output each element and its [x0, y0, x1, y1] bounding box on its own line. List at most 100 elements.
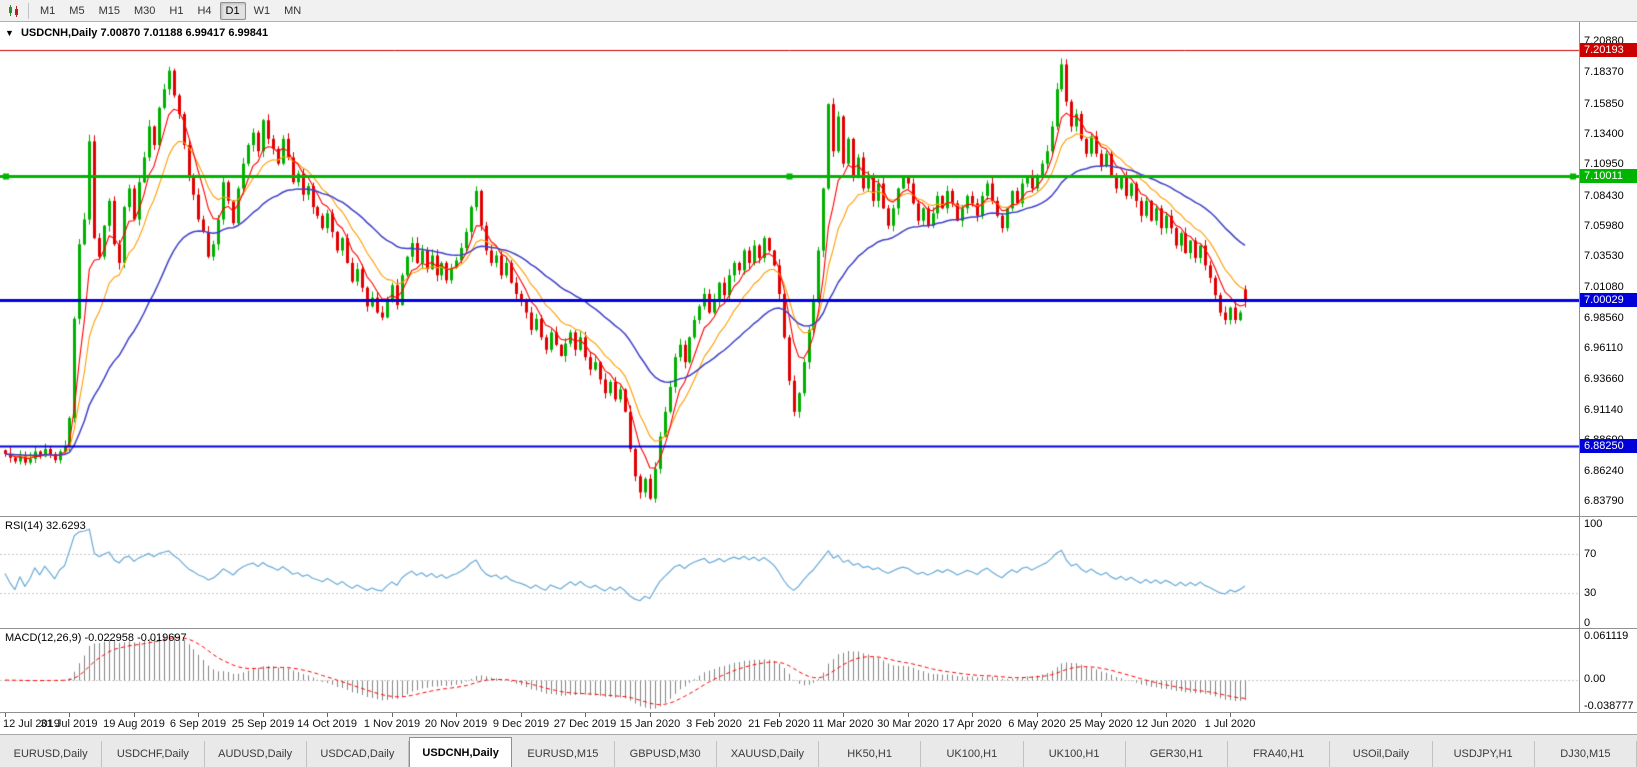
chart-tab-usdjpy-h1[interactable]: USDJPY,H1: [1432, 741, 1535, 767]
date-tick: [198, 713, 199, 717]
date-label: 3 Feb 2020: [686, 718, 742, 730]
rsi-axis-label: 100: [1584, 518, 1603, 530]
chart-caret-icon[interactable]: ▼: [5, 28, 14, 38]
date-label: 20 Nov 2019: [424, 718, 488, 730]
chart-tab-uk100-h1[interactable]: UK100,H1: [1023, 741, 1126, 767]
date-label: 15 Jan 2020: [619, 718, 681, 730]
macd-label: MACD(12,26,9) -0.022958 -0.019697: [5, 632, 187, 644]
rsi-panel[interactable]: RSI(14) 32.6293 100 70 30 0: [0, 516, 1637, 628]
chart-tab-usdcnh-daily[interactable]: USDCNH,Daily: [409, 737, 513, 767]
timeframe-button-m15[interactable]: M15: [98, 4, 120, 17]
timeframe-buttons: M1 M5 M15 M30 H1 H4 D1 W1 MN: [34, 1, 307, 20]
timeframe-button-m30[interactable]: M30: [133, 4, 156, 17]
date-label: 19 Aug 2019: [103, 718, 165, 730]
macd-main-value: -0.022958: [84, 632, 135, 644]
candlestick-chart-canvas[interactable]: [0, 22, 1579, 516]
date-tick: [1166, 713, 1167, 717]
date-tick: [650, 713, 651, 717]
chart-tab-eurusd-daily[interactable]: EURUSD,Daily: [0, 741, 103, 767]
timeframe-button-m1[interactable]: M1: [40, 4, 56, 17]
chart-close-value: 6.99841: [228, 27, 269, 39]
date-tick: [1230, 713, 1231, 717]
main-chart-panel[interactable]: ▼ USDCNH,Daily 7.00870 7.01188 6.99417 6…: [0, 22, 1637, 516]
date-tick: [521, 713, 522, 717]
price-axis-label: 6.86240: [1584, 464, 1624, 477]
date-tick: [843, 713, 844, 717]
timeframe-button-h1[interactable]: H1: [169, 4, 184, 17]
chart-tab-eurusd-m15[interactable]: EURUSD,M15: [512, 741, 615, 767]
chart-ohlc-header: ▼ USDCNH,Daily 7.00870 7.01188 6.99417 6…: [5, 27, 268, 39]
chart-tab-dj30-m15[interactable]: DJ30,M15: [1534, 741, 1637, 767]
date-label: 14 Oct 2019: [297, 718, 357, 730]
price-axis-label: 6.91140: [1584, 404, 1623, 417]
date-tick: [5, 713, 6, 717]
date-label: 17 Apr 2020: [942, 718, 1002, 730]
macd-axis-label: 0.00: [1584, 673, 1606, 686]
date-tick: [392, 713, 393, 717]
date-label: 11 Mar 2020: [812, 718, 874, 730]
chart-tab-audusd-daily[interactable]: AUDUSD,Daily: [204, 741, 307, 767]
date-tick: [779, 713, 780, 717]
toolbar-separator: [28, 2, 29, 19]
chart-high-value: 7.01188: [143, 27, 183, 39]
timeframe-button-d1[interactable]: D1: [219, 1, 246, 20]
chart-tab-usdchf-daily[interactable]: USDCHF,Daily: [102, 741, 205, 767]
price-marker-badge: 6.88250: [1580, 438, 1637, 453]
price-axis-label: 7.10950: [1584, 158, 1624, 171]
date-label: 12 Jun 2020: [1135, 718, 1197, 730]
date-label: 27 Dec 2019: [553, 718, 617, 730]
rsi-canvas[interactable]: [0, 518, 1579, 628]
date-label: 30 Mar 2020: [877, 718, 939, 730]
date-label: 12 Jul 2019: [3, 718, 60, 730]
chart-tab-hk50-h1[interactable]: HK50,H1: [819, 741, 922, 767]
price-axis-label: 7.05980: [1584, 219, 1624, 232]
date-tick: [1037, 713, 1038, 717]
timeframe-toolbar: M1 M5 M15 M30 H1 H4 D1 W1 MN: [0, 0, 1637, 22]
price-axis-label: 7.01080: [1584, 280, 1624, 293]
date-tick: [69, 713, 70, 717]
date-tick: [327, 713, 328, 717]
chart-tabs-bar: EURUSD,Daily USDCHF,Daily AUDUSD,Daily USDC…: [0, 734, 1637, 767]
date-label: 31 Jul 2019: [40, 718, 98, 730]
chart-tab-fra40-h1[interactable]: FRA40,H1: [1228, 741, 1331, 767]
timeframe-button-w1[interactable]: W1: [253, 4, 271, 17]
chart-tab-uk100-h1[interactable]: UK100,H1: [921, 741, 1024, 767]
timeframe-button-mn[interactable]: MN: [284, 4, 302, 17]
rsi-axis[interactable]: 100 70 30 0: [1579, 517, 1637, 628]
macd-signal-value: -0.019697: [137, 632, 187, 644]
price-axis-label: 6.83790: [1584, 495, 1624, 508]
date-tick: [714, 713, 715, 717]
price-axis[interactable]: 7.20880 7.18370 7.15850 7.13400 7.10950 7.084…: [1579, 22, 1637, 516]
price-marker-badge: 7.00029: [1580, 292, 1637, 307]
date-tick: [908, 713, 909, 717]
rsi-label: RSI(14) 32.6293: [5, 520, 86, 532]
macd-axis[interactable]: 0.061119 0.00 -0.038777: [1579, 629, 1637, 712]
timeframe-button-m5[interactable]: M5: [69, 4, 85, 17]
rsi-axis-label: 0: [1584, 617, 1591, 628]
date-tick: [1101, 713, 1102, 717]
chart-tab-gbpusd-m30[interactable]: GBPUSD,M30: [614, 741, 717, 767]
rsi-current-value: 32.6293: [45, 520, 86, 532]
chart-tab-ger30-h1[interactable]: GER30,H1: [1125, 741, 1228, 767]
chart-tab-usdcad-daily[interactable]: USDCAD,Daily: [306, 741, 409, 767]
rsi-axis-label: 30: [1584, 587, 1597, 600]
price-axis-label: 7.13400: [1584, 127, 1624, 140]
chart-periods-icon[interactable]: [5, 2, 23, 20]
price-axis-label: 7.03530: [1584, 250, 1624, 263]
date-tick: [972, 713, 973, 717]
macd-panel[interactable]: MACD(12,26,9) -0.022958 -0.019697 0.0611…: [0, 628, 1637, 712]
timeframe-button-h4[interactable]: H4: [197, 4, 212, 17]
macd-canvas[interactable]: [0, 630, 1579, 712]
chart-tab-usoil-daily[interactable]: USOil,Daily: [1330, 741, 1433, 767]
date-axis[interactable]: 12 Jul 2019 31 Jul 2019 19 Aug 2019 6 Sep 2…: [0, 712, 1637, 734]
chart-tab-xauusd-daily[interactable]: XAUUSD,Daily: [716, 741, 819, 767]
price-axis-label: 7.15850: [1584, 97, 1624, 110]
date-label: 6 Sep 2019: [169, 718, 227, 730]
date-label: 21 Feb 2020: [748, 718, 810, 730]
price-marker-badge: 7.10011: [1580, 168, 1637, 183]
price-axis-label: 6.98560: [1584, 312, 1624, 324]
chart-low-value: 6.99417: [185, 27, 226, 39]
price-axis-label: 6.96110: [1584, 342, 1623, 355]
macd-axis-label: 0.061119: [1584, 630, 1629, 642]
date-label: 25 Sep 2019: [231, 718, 295, 730]
